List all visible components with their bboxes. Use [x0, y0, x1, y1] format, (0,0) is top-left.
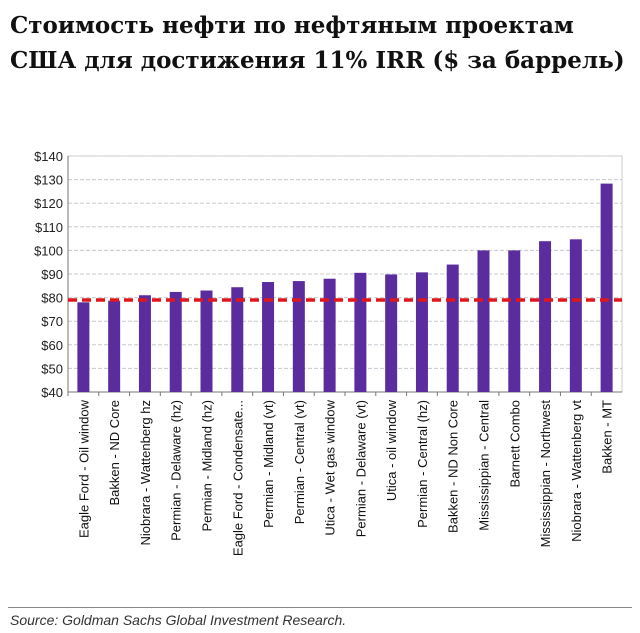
x-tick-label: Mississippian - Northwest — [538, 400, 553, 548]
divider — [8, 607, 632, 608]
bar — [415, 272, 428, 392]
x-tick-label: Eagle Ford - Oil window — [76, 399, 91, 538]
x-tick-label: Bakken - MT — [600, 400, 615, 474]
x-tick-label: Permian - Midland (vt) — [261, 400, 276, 528]
bar — [600, 183, 613, 392]
bar — [108, 300, 121, 392]
bar — [569, 239, 582, 392]
bar — [169, 291, 182, 392]
bar — [323, 278, 336, 392]
x-tick-label: Bakken - ND Non Core — [446, 400, 461, 533]
y-tick-label: $90 — [41, 267, 63, 282]
bar — [385, 274, 398, 392]
y-tick-label: $110 — [35, 220, 63, 235]
bar — [354, 272, 367, 392]
x-tick-label: Utica - Wet gas window — [323, 399, 338, 535]
x-tick-label: Mississippian - Central — [477, 400, 492, 531]
y-tick-label: $100 — [34, 243, 63, 258]
x-tick-label: Permian - Central (vt) — [292, 400, 307, 524]
x-tick-label: Utica - oil window — [384, 399, 399, 501]
x-tick-label: Permian - Central (hz) — [415, 400, 430, 528]
x-tick-label: Bakken - ND Core — [107, 400, 122, 505]
y-tick-label: $50 — [41, 361, 63, 376]
y-tick-label: $40 — [41, 385, 63, 400]
x-tick-label: Barnett Combo — [507, 400, 522, 487]
bar — [508, 250, 521, 392]
chart-title: Стоимость нефти по нефтяным проектам США… — [10, 12, 625, 74]
bar — [262, 282, 275, 392]
bar — [200, 290, 213, 392]
x-tick-label: Permian - Delaware (hz) — [169, 400, 184, 541]
bar — [539, 241, 552, 392]
bar — [231, 287, 244, 392]
x-tick-label: Niobrara - Wattenberg vt — [569, 400, 584, 542]
x-tick-label: Eagle Ford - Condensate... — [230, 400, 245, 556]
bar — [77, 302, 90, 392]
bar — [292, 281, 305, 392]
y-tick-label: $80 — [41, 291, 63, 306]
y-tick-label: $120 — [34, 196, 63, 211]
y-tick-label: $60 — [41, 338, 63, 353]
y-tick-label: $140 — [34, 149, 63, 164]
x-tick-label: Niobrara - Wattenberg hz — [138, 400, 153, 545]
source-note: Source: Goldman Sachs Global Investment … — [10, 612, 347, 628]
bar — [138, 295, 151, 392]
bar — [446, 264, 459, 392]
x-tick-label: Permian - Midland (hz) — [200, 400, 215, 532]
bar — [477, 250, 490, 392]
bar-chart: $40 $50 $60 $70 $80 $90 $100 $110 $120 $130 $140 Ea… — [34, 149, 623, 556]
y-tick-label: $70 — [41, 314, 63, 329]
x-tick-label: Permian - Delaware (vt) — [353, 400, 368, 537]
y-tick-label: $130 — [34, 173, 63, 188]
